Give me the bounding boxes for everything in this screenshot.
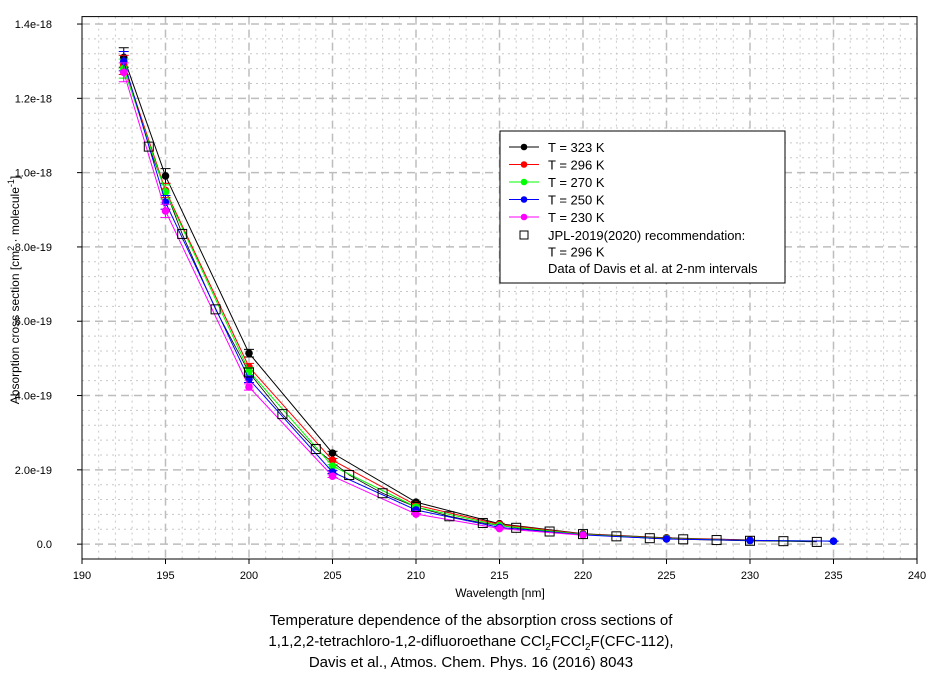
- reference-point: [177, 228, 188, 239]
- reference-point: [644, 533, 655, 544]
- reference-point: [711, 535, 722, 546]
- legend-label: T = 230 K: [548, 210, 605, 225]
- x-tick-label: 200: [240, 570, 258, 582]
- reference-point: [377, 488, 388, 499]
- data-point: [328, 462, 337, 470]
- chart: 190 195 200 205 210 215 220 225 230 235 240 0.0 2.0e…: [6, 16, 926, 600]
- data-point: [245, 349, 253, 357]
- x-tick-label: 190: [73, 570, 91, 582]
- legend-marker-reference: [519, 230, 529, 240]
- reference-point: [578, 529, 588, 540]
- data-point: [829, 537, 838, 545]
- y-tick-label: 0.0: [37, 539, 52, 551]
- legend-label: T = 296 K: [548, 158, 605, 173]
- x-tick-label: 210: [407, 570, 425, 582]
- data-point: [161, 207, 170, 215]
- legend-label-reference: T = 296 K: [548, 245, 605, 260]
- y-tick-label: 1.2e-18: [15, 93, 52, 105]
- y-axis-label: Absorption cross section [cm2 · molecule…: [6, 176, 22, 404]
- x-tick-label: 225: [657, 570, 675, 582]
- data-point: [245, 367, 253, 375]
- series-line: [123, 61, 834, 542]
- reference-point: [344, 470, 355, 481]
- reference-point: [244, 367, 254, 378]
- reference-point: [411, 501, 421, 512]
- data-point: [245, 383, 253, 391]
- data-point: [662, 535, 671, 543]
- caption-line-2: 1,1,2,2-tetrachloro-1,2-difluoroethane C…: [268, 633, 674, 653]
- data-point: [328, 449, 337, 457]
- caption-line-1: Temperature dependence of the absorption…: [269, 612, 673, 629]
- legend-marker: [520, 213, 528, 221]
- data-point: [746, 536, 754, 545]
- reference-point: [444, 511, 455, 522]
- y-tick-label: 1.0e-18: [15, 168, 52, 180]
- x-tick-label: 235: [824, 570, 842, 582]
- reference-point: [143, 141, 154, 152]
- data-point: [161, 188, 170, 196]
- legend-marker: [520, 196, 528, 203]
- data-point: [495, 524, 504, 533]
- x-tick-label: 230: [741, 570, 759, 582]
- y-tick-label: 4.0e-19: [15, 391, 52, 403]
- caption-line-3: Davis et al., Atmos. Chem. Phys. 16 (201…: [308, 654, 634, 671]
- legend: T = 323 K T = 296 K T = 270 K T = 250 K T = …: [499, 130, 786, 284]
- series-line: [123, 57, 751, 541]
- y-tick-label: 8.0e-19: [15, 242, 52, 254]
- reference-point: [277, 409, 288, 420]
- x-tick-label: 205: [323, 570, 341, 582]
- reference-point: [544, 526, 555, 537]
- legend-box: [499, 130, 786, 284]
- plot-frame: [81, 16, 918, 560]
- data-point: [579, 531, 587, 540]
- reference-point: [811, 536, 822, 547]
- x-tick-label: 215: [490, 570, 508, 582]
- reference-point: [210, 304, 221, 315]
- data-point: [161, 172, 170, 180]
- x-tick-label: 220: [574, 570, 592, 582]
- legend-label-reference: JPL-2019(2020) recommendation:: [548, 228, 745, 243]
- x-axis-label: Wavelength [nm]: [455, 586, 545, 600]
- grid: [82, 16, 917, 560]
- reference-point: [745, 535, 755, 546]
- reference-point: [511, 522, 522, 533]
- reference-point: [778, 536, 789, 547]
- legend-marker: [520, 178, 528, 186]
- data-point: [119, 68, 128, 77]
- y-tick-label: 6.0e-19: [15, 316, 52, 328]
- legend-label: T = 323 K: [548, 140, 605, 155]
- data-point: [328, 456, 337, 464]
- y-tick-label: 1.4e-18: [15, 19, 52, 31]
- reference-point: [477, 517, 488, 528]
- axis-ticks: 190 195 200 205 210 215 220 225 230 235 240 0.0 2.0e…: [15, 19, 926, 582]
- legend-label: T = 270 K: [548, 175, 605, 190]
- x-tick-label: 240: [908, 570, 926, 582]
- reference-point: [678, 534, 689, 545]
- reference-point: [611, 531, 622, 542]
- legend-label-reference: Data of Davis et al. at 2-nm intervals: [548, 261, 758, 276]
- legend-label: T = 250 K: [548, 193, 605, 208]
- x-tick-label: 195: [156, 570, 174, 582]
- legend-marker: [520, 161, 528, 168]
- plot-series: [118, 47, 839, 547]
- data-point: [328, 472, 337, 480]
- reference-point: [310, 444, 321, 455]
- y-tick-label: 2.0e-19: [15, 465, 52, 477]
- data-point: [412, 510, 420, 518]
- legend-marker: [520, 143, 528, 151]
